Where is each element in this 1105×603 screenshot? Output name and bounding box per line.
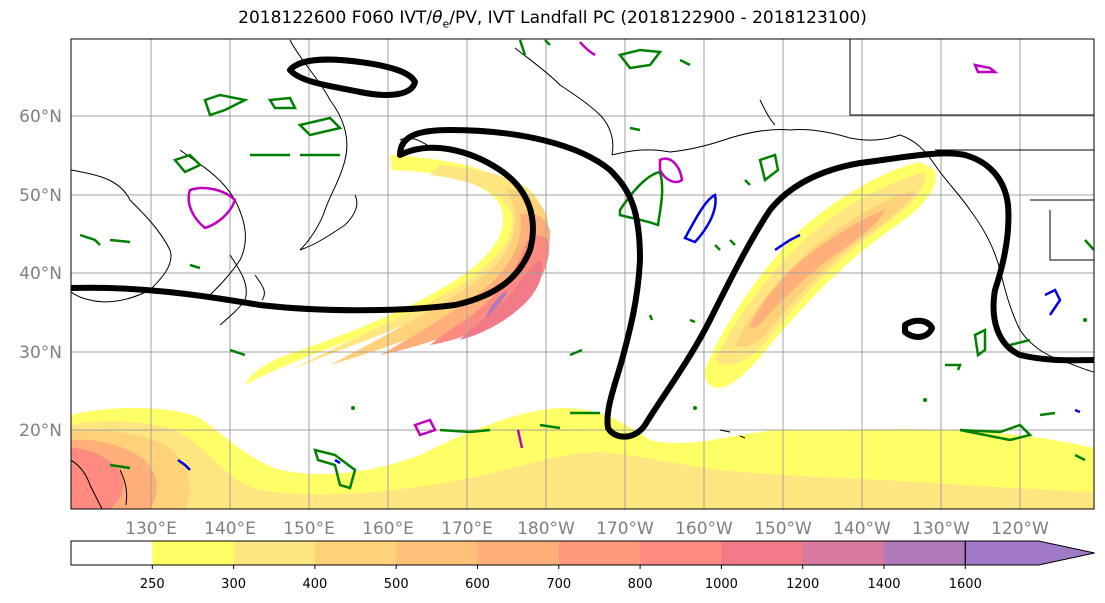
map-frame bbox=[70, 38, 1095, 510]
contour-dots bbox=[351, 318, 1087, 410]
colorbar-label: 700 bbox=[546, 577, 571, 592]
lat-label: 30°N bbox=[19, 343, 62, 363]
map-area bbox=[71, 39, 1094, 509]
title-subscript: e bbox=[442, 17, 450, 31]
colorbar-label: 250 bbox=[140, 577, 165, 592]
colorbar-label: 300 bbox=[221, 577, 246, 592]
colorbar-segment bbox=[152, 541, 235, 565]
lon-label: 150°W bbox=[754, 519, 812, 539]
lat-label: 20°N bbox=[19, 421, 62, 441]
pv-contours-magenta bbox=[187, 41, 999, 449]
colorbar-segment bbox=[558, 541, 641, 565]
lon-label: 130°W bbox=[912, 519, 970, 539]
colorbar-segment bbox=[71, 541, 153, 565]
lon-label: 150°E bbox=[283, 519, 335, 539]
colorbar-segment bbox=[233, 541, 316, 565]
colorbar-frame bbox=[70, 540, 966, 566]
longitude-labels: 130°E 140°E 150°E 160°E 170°E 180°W 170°… bbox=[125, 519, 1049, 539]
ivt-shading-ar2 bbox=[704, 162, 936, 388]
colorbar-segment bbox=[802, 541, 885, 565]
lon-label: 140°W bbox=[833, 519, 891, 539]
lon-label: 120°W bbox=[991, 519, 1049, 539]
colorbar-extend-arrow bbox=[964, 540, 1095, 566]
ivt-shading-tropical bbox=[71, 407, 1094, 509]
colorbar-segment bbox=[640, 541, 722, 565]
colorbar-segment bbox=[396, 541, 478, 565]
colorbar-segment bbox=[314, 541, 397, 565]
lat-label: 40°N bbox=[19, 264, 62, 284]
colorbar-label: 1600 bbox=[949, 577, 982, 592]
latitude-labels: 60°N 50°N 40°N 30°N 20°N bbox=[19, 107, 62, 441]
coastlines bbox=[71, 39, 1094, 509]
colorbar-label: 800 bbox=[628, 577, 653, 592]
lat-label: 60°N bbox=[19, 107, 62, 127]
colorbar-segment bbox=[884, 541, 966, 565]
lon-label: 160°E bbox=[362, 519, 414, 539]
lon-label: 140°E bbox=[204, 519, 256, 539]
title-suffix: /PV, IVT Landfall PC (2018122900 - 20181… bbox=[449, 8, 867, 28]
colorbar-label: 1200 bbox=[786, 577, 819, 592]
colorbar: 250 300 400 500 600 700 800 1000 1200 1400 1600 bbox=[70, 540, 1095, 592]
lon-label: 170°W bbox=[596, 519, 654, 539]
colorbar-label: 600 bbox=[465, 577, 490, 592]
lon-label: 180°W bbox=[517, 519, 575, 539]
colorbar-segment bbox=[721, 541, 804, 565]
theta-e-contours bbox=[79, 39, 1094, 490]
lon-label: 160°W bbox=[675, 519, 733, 539]
colorbar-label: 1000 bbox=[705, 577, 738, 592]
lat-label: 50°N bbox=[19, 186, 62, 206]
lon-label: 130°E bbox=[125, 519, 177, 539]
lon-label: 170°E bbox=[441, 519, 493, 539]
colorbar-label: 500 bbox=[384, 577, 409, 592]
figure-title: 2018122600 F060 IVT/θe/PV, IVT Landfall … bbox=[0, 8, 1105, 30]
colorbar-label: 400 bbox=[302, 577, 327, 592]
title-theta: θ bbox=[432, 8, 443, 28]
colorbar-label: 1400 bbox=[867, 577, 900, 592]
colorbar-segment bbox=[477, 541, 560, 565]
title-prefix: 2018122600 F060 IVT/ bbox=[238, 8, 433, 28]
pc-contour bbox=[71, 56, 1094, 440]
